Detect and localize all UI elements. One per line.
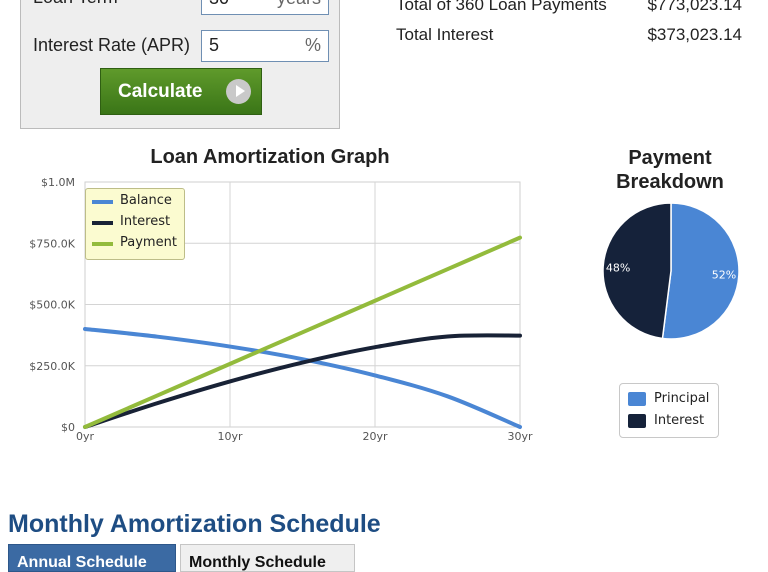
calculate-button[interactable]: Calculate (100, 68, 262, 115)
legend-swatch (92, 242, 113, 246)
x-tick-label: 10yr (217, 430, 243, 443)
pie-slice-principal (661, 202, 740, 340)
result-amount: $773,023.14 (647, 0, 742, 14)
pie-title-line1: Payment (628, 147, 712, 169)
x-tick-label: 30yr (507, 430, 533, 443)
pie-legend: Principal Interest (619, 383, 719, 438)
legend-label: Interest (120, 214, 171, 229)
pie-title-line2: Breakdown (616, 171, 724, 193)
legend-swatch (628, 392, 646, 406)
loan-term-label: Loan Term (33, 0, 118, 8)
legend-label: Payment (120, 235, 177, 250)
legend-swatch (92, 221, 113, 225)
payment-breakdown-title: Payment Breakdown (600, 146, 740, 194)
play-arrow-icon (226, 79, 251, 104)
y-tick-label: $750.0K (29, 237, 75, 250)
y-tick-label: $0 (61, 421, 75, 434)
loan-term-value[interactable]: 30 (209, 0, 229, 9)
legend-label: Balance (120, 193, 172, 208)
series-line-payment (83, 235, 522, 429)
amortization-line-chart: $0 $250.0K $500.0K $750.0K $1.0M 0yr 10yr 20yr 3… (29, 176, 533, 443)
payment-breakdown-pie: 52% 48% (602, 202, 740, 340)
y-tick-label: $1.0M (41, 176, 75, 189)
series-line-interest (83, 333, 522, 429)
schedule-heading: Monthly Amortization Schedule (8, 510, 381, 538)
amortization-graph-title: Loan Amortization Graph (150, 146, 390, 168)
calculator-form: Loan Term 30 years Interest Rate (APR) 5… (20, 0, 340, 129)
interest-rate-unit: % (304, 35, 321, 55)
x-tick-label: 20yr (362, 430, 388, 443)
result-label: Total Interest (396, 25, 494, 44)
pie-slice-label: 48% (606, 262, 630, 275)
interest-rate-label: Interest Rate (APR) (33, 35, 191, 55)
pie-slice-label: 52% (712, 268, 736, 281)
y-tick-label: $250.0K (29, 360, 75, 373)
pie-slice-interest (602, 202, 672, 340)
calculate-button-label: Calculate (118, 81, 203, 102)
x-tick-label: 0yr (76, 430, 95, 443)
interest-rate-value[interactable]: 5 (209, 35, 220, 55)
legend-swatch (92, 200, 113, 204)
graph-legend: Balance Interest Payment (85, 188, 185, 260)
y-tick-label: $500.0K (29, 299, 75, 312)
result-label: Total of 360 Loan Payments (396, 0, 607, 14)
series-line-balance (83, 327, 522, 429)
legend-label: Interest (654, 413, 705, 428)
loan-term-input[interactable]: 30 years (201, 0, 329, 15)
legend-label: Principal (654, 391, 710, 406)
interest-rate-input[interactable]: 5 % (201, 30, 329, 62)
legend-swatch (628, 414, 646, 428)
loan-term-unit: years (277, 0, 321, 9)
result-amount: $373,023.14 (647, 25, 742, 44)
